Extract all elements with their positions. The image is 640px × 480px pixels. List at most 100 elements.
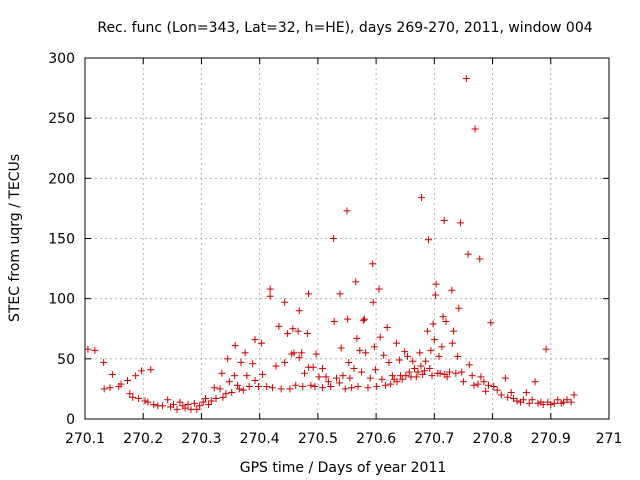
data-point-plus (106, 384, 114, 392)
data-point-plus (303, 330, 311, 338)
data-point-plus (147, 366, 155, 374)
data-point-plus (150, 401, 158, 409)
data-point-plus (224, 355, 232, 363)
data-point-plus (193, 405, 201, 413)
y-tick-label: 200 (48, 171, 75, 187)
data-point-plus (474, 380, 482, 388)
data-point-plus (284, 330, 292, 338)
data-point-plus (420, 367, 428, 375)
data-point-plus (210, 384, 218, 392)
data-point-plus (519, 396, 527, 404)
data-point-plus (455, 304, 463, 312)
data-point-plus (218, 369, 226, 377)
y-tick-label: 50 (57, 352, 75, 368)
data-point-plus (237, 358, 245, 366)
data-point-plus (440, 216, 448, 224)
x-tick-label: 271 (596, 431, 623, 447)
y-tick-label: 150 (48, 232, 75, 248)
y-tick-label: 250 (48, 111, 75, 127)
data-point-plus (129, 393, 137, 401)
data-point-plus (454, 352, 462, 360)
data-point-plus (402, 372, 410, 380)
data-point-plus (292, 381, 300, 389)
chart-title: Rec. func (Lon=343, Lat=32, h=HE), days … (97, 20, 592, 36)
data-point-plus (319, 364, 327, 372)
data-point-plus (305, 290, 313, 298)
x-tick-label: 270.4 (240, 431, 280, 447)
data-point-plus (343, 207, 351, 215)
data-point-plus (91, 346, 99, 354)
data-point-plus (372, 366, 380, 374)
data-point-plus (375, 285, 383, 293)
data-point-plus (542, 345, 550, 353)
data-point-plus (137, 367, 145, 375)
data-point-plus (190, 399, 198, 407)
data-point-plus (409, 357, 417, 365)
data-point-plus (196, 402, 204, 410)
data-point-plus (370, 343, 378, 351)
data-point-plus (124, 376, 132, 384)
data-point-plus (181, 404, 189, 412)
data-point-plus (289, 325, 297, 333)
data-point-plus (135, 395, 143, 403)
data-point-plus (251, 376, 259, 384)
data-point-plus (350, 364, 358, 372)
data-point-plus (387, 380, 395, 388)
data-point-plus (392, 339, 400, 347)
data-point-plus (249, 360, 257, 368)
data-point-plus (228, 389, 236, 397)
data-point-plus (430, 336, 438, 344)
data-point-plus (547, 401, 555, 409)
data-point-plus (358, 368, 366, 376)
data-point-plus (497, 391, 505, 399)
data-point-plus (439, 313, 447, 321)
data-point-plus (554, 396, 562, 404)
data-point-plus (369, 260, 377, 268)
data-point-plus (373, 383, 381, 391)
data-point-plus (309, 363, 317, 371)
data-point-plus (199, 398, 207, 406)
data-point-plus (295, 307, 303, 315)
data-point-plus (298, 349, 306, 357)
data-point-plus (268, 384, 276, 392)
data-point-plus (487, 319, 495, 327)
data-point-plus (378, 375, 386, 383)
data-point-plus (480, 378, 488, 386)
data-point-plus (534, 399, 542, 407)
data-point-plus (281, 358, 289, 366)
data-points (84, 74, 578, 413)
data-point-plus (417, 362, 425, 370)
data-point-plus (501, 374, 509, 382)
data-point-plus (539, 401, 547, 409)
data-point-plus (425, 236, 433, 244)
x-tick-label: 270.2 (123, 431, 163, 447)
data-point-plus (202, 395, 210, 403)
data-point-plus (324, 378, 332, 386)
data-point-plus (235, 385, 243, 393)
data-point-plus (158, 402, 166, 410)
data-point-plus (462, 74, 470, 82)
data-point-plus (364, 384, 372, 392)
data-point-plus (330, 318, 338, 326)
data-point-plus (141, 397, 149, 405)
data-point-plus (319, 384, 327, 392)
data-point-plus (231, 372, 239, 380)
data-point-plus (393, 378, 401, 386)
data-point-plus (414, 368, 422, 376)
data-point-plus (458, 368, 466, 376)
data-point-plus (405, 368, 413, 376)
data-point-plus (468, 372, 476, 380)
y-tick-label: 100 (48, 292, 75, 308)
data-point-plus (457, 219, 465, 227)
data-point-plus (337, 344, 345, 352)
data-point-plus (164, 396, 172, 404)
data-point-plus (422, 357, 430, 365)
data-point-plus (356, 346, 364, 354)
data-point-plus (234, 381, 242, 389)
data-point-plus (432, 280, 440, 288)
data-point-plus (100, 358, 108, 366)
grid-lines (85, 58, 609, 419)
data-point-plus (251, 336, 259, 344)
y-tick-label: 300 (48, 51, 75, 67)
